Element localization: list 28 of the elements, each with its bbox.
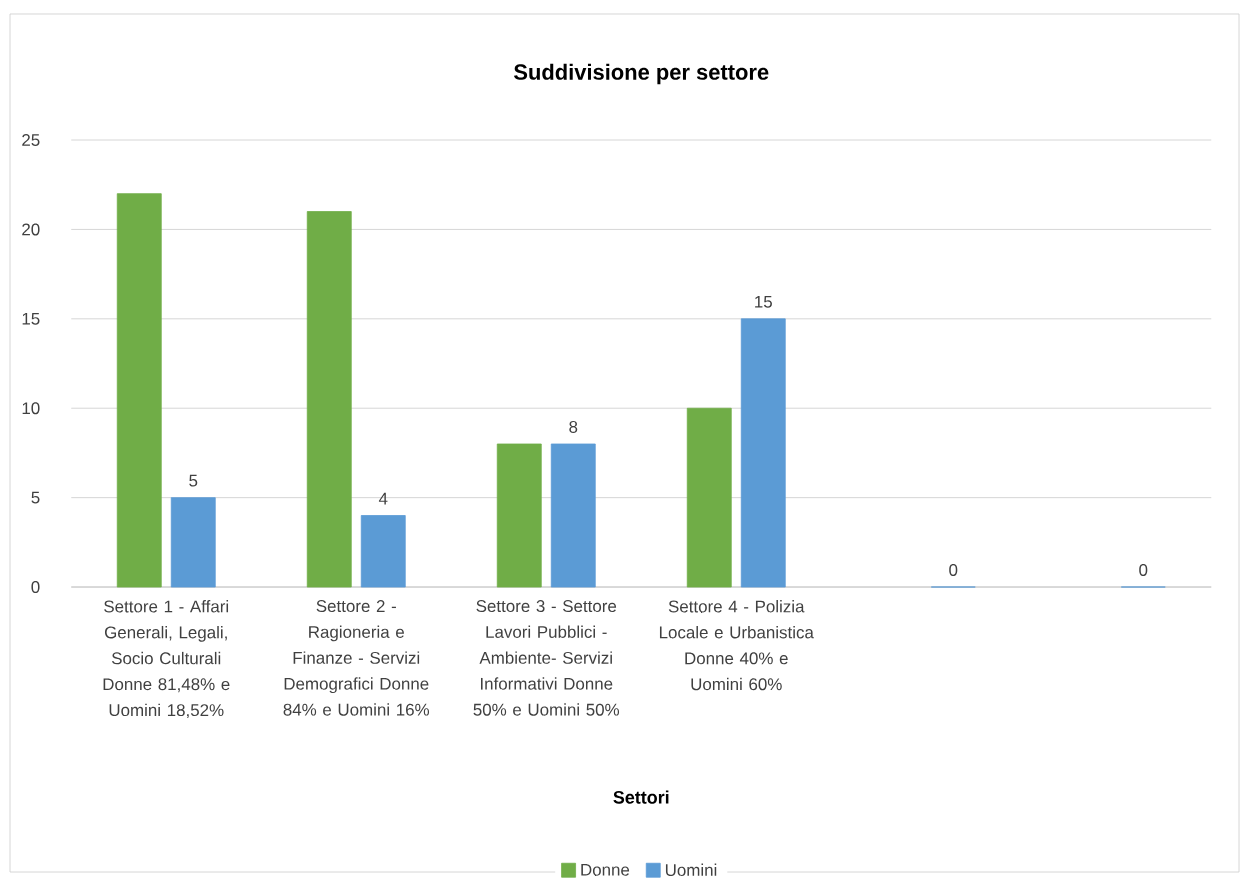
bar <box>170 497 216 588</box>
bar <box>740 318 786 588</box>
data-label: 15 <box>755 296 772 308</box>
y-tick-label: 5 <box>31 491 40 504</box>
data-label: 8 <box>569 421 578 434</box>
bar <box>306 211 352 588</box>
legend-label: Uomini <box>665 863 717 877</box>
legend-label: Donne <box>581 863 630 876</box>
x-tick-label: Settore 2 - Ragioneria e Finanze - Servizi Demografici Donne 84% e Uomini 16% <box>283 600 430 716</box>
bar <box>116 193 162 588</box>
y-tick-label: 20 <box>22 223 40 236</box>
x-tick-label: Settore 3 - Settore Lavori Pubblici - Ambiente- Servizi Informativi Donne 50% e Uomini 50% <box>473 600 620 716</box>
y-tick-label: 10 <box>22 402 40 415</box>
bar <box>496 443 542 588</box>
data-label: 4 <box>378 492 388 505</box>
bar <box>360 515 406 588</box>
data-label: 0 <box>1139 564 1148 577</box>
y-tick-label: 25 <box>22 134 40 147</box>
x-axis-title: Settori <box>613 790 669 804</box>
bar <box>686 407 732 588</box>
x-tick-label: Settore 1 - Affari Generali, Legali, Socio Culturali Donne 81,48% e Uomini 18,52% <box>103 600 230 719</box>
y-tick-label: 15 <box>22 312 40 325</box>
data-label: 0 <box>949 564 958 577</box>
data-label: 5 <box>189 474 198 487</box>
chart-title: Suddivisione per settore <box>514 63 769 85</box>
y-tick-label: 0 <box>31 581 40 594</box>
bar <box>550 443 596 588</box>
x-tick-label: Settore 4 - Polizia Locale e Urbanistica Donne 40% e Uomini 60% <box>659 600 814 691</box>
